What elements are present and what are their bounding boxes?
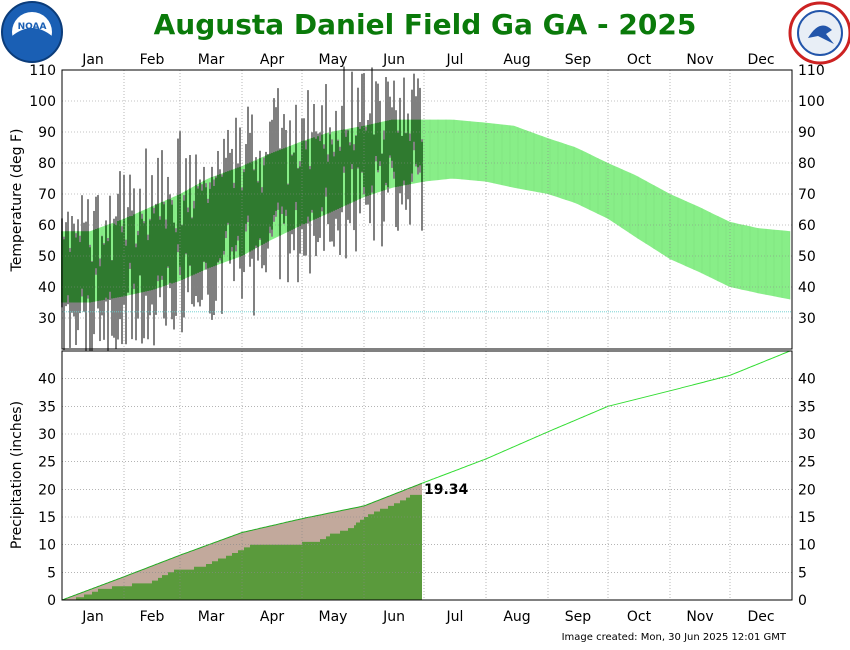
temperature-tick-label-left: 60: [38, 218, 56, 234]
temperature-tick-label-right: 80: [798, 156, 816, 172]
month-label-bottom: Aug: [503, 609, 530, 625]
temperature-tick-label-right: 70: [798, 187, 816, 203]
temperature-tick-label-right: 100: [798, 94, 825, 110]
temperature-tick-label-left: 80: [38, 156, 56, 172]
precip-tick-label-right: 40: [798, 372, 816, 388]
temperature-tick-label-left: 100: [29, 94, 56, 110]
temperature-tick-label-right: 90: [798, 125, 816, 141]
month-label-top: Feb: [140, 52, 165, 68]
precip-tick-label-right: 35: [798, 399, 816, 415]
temperature-tick-label-left: 110: [29, 63, 56, 79]
precip-tick-label-right: 20: [798, 482, 816, 498]
month-label-bottom: Feb: [140, 609, 165, 625]
precip-tick-label-left: 40: [38, 372, 56, 388]
month-label-top: Jul: [446, 52, 464, 68]
month-label-top: Aug: [503, 52, 530, 68]
temperature-tick-label-left: 30: [38, 311, 56, 327]
precip-tick-label-right: 25: [798, 455, 816, 471]
precip-tick-label-left: 30: [38, 427, 56, 443]
precip-actual-area: [62, 492, 422, 600]
temperature-tick-label-right: 50: [798, 249, 816, 265]
temperature-tick-label-right: 110: [798, 63, 825, 79]
month-label-bottom: Mar: [198, 609, 225, 625]
temperature-tick-label-right: 30: [798, 311, 816, 327]
temperature-axis-label: Temperature (deg F): [9, 129, 25, 273]
month-label-bottom: Nov: [686, 609, 713, 625]
national-weather-service-logo-icon: [788, 1, 850, 65]
month-label-top: Sep: [565, 52, 592, 68]
month-label-top: Jan: [81, 52, 104, 68]
precip-tick-label-left: 25: [38, 455, 56, 471]
month-label-top: Apr: [260, 52, 284, 68]
temperature-tick-label-left: 50: [38, 249, 56, 265]
month-label-bottom: Jan: [81, 609, 104, 625]
precip-tick-label-left: 35: [38, 399, 56, 415]
precip-tick-label-left: 0: [47, 593, 56, 609]
month-label-top: Oct: [627, 52, 652, 68]
precipitation-axis-label: Precipitation (inches): [9, 401, 25, 549]
chart-title: Augusta Daniel Field Ga GA - 2025: [154, 8, 697, 41]
ytd-precip-label: 19.34: [424, 482, 469, 498]
month-label-top: Dec: [747, 52, 774, 68]
temperature-panel: 30 30 40 40 50 50 60 60 70 70 80 80 90 90 100 100 110 110…: [29, 52, 825, 353]
month-label-bottom: Oct: [627, 609, 652, 625]
temperature-tick-label-left: 70: [38, 187, 56, 203]
normal-temperature-band: [62, 119, 790, 303]
noaa-logo-icon: NOAA: [1, 1, 63, 63]
month-label-bottom: Jun: [382, 609, 405, 625]
month-label-top: May: [319, 52, 348, 68]
image-created-footer: Image created: Mon, 30 Jun 2025 12:01 GM…: [562, 632, 787, 643]
precip-normal-line: [61, 482, 423, 601]
precip-normal-projection-line: [421, 350, 791, 484]
temperature-tick-label-right: 60: [798, 218, 816, 234]
precip-tick-label-right: 0: [798, 593, 807, 609]
precip-tick-label-right: 10: [798, 538, 816, 554]
precip-tick-label-right: 5: [798, 565, 807, 581]
temperature-frame: [61, 69, 793, 350]
month-label-top: Jun: [382, 52, 405, 68]
month-label-bottom: Dec: [747, 609, 774, 625]
month-label-bottom: Jul: [446, 609, 464, 625]
precip-tick-label-right: 30: [798, 427, 816, 443]
temperature-tick-label-left: 90: [38, 125, 56, 141]
precip-tick-label-left: 20: [38, 482, 56, 498]
precipitation-panel: 0 0 5 5 10 10 15 15 20 20 25 25 30 30 35 35 40 40 Jan Feb Ma…: [38, 350, 816, 625]
precip-tick-label-left: 10: [38, 538, 56, 554]
precip-tick-label-left: 15: [38, 510, 56, 526]
month-label-bottom: May: [319, 609, 348, 625]
noaa-logo-text: NOAA: [18, 22, 47, 32]
temperature-tick-label-right: 40: [798, 280, 816, 296]
month-label-bottom: Sep: [565, 609, 592, 625]
precipitation-frame: [61, 350, 793, 601]
precip-tick-label-left: 5: [47, 565, 56, 581]
month-label-top: Nov: [686, 52, 713, 68]
precip-tick-label-right: 15: [798, 510, 816, 526]
temperature-tick-label-left: 40: [38, 280, 56, 296]
month-label-bottom: Apr: [260, 609, 284, 625]
month-label-top: Mar: [198, 52, 225, 68]
